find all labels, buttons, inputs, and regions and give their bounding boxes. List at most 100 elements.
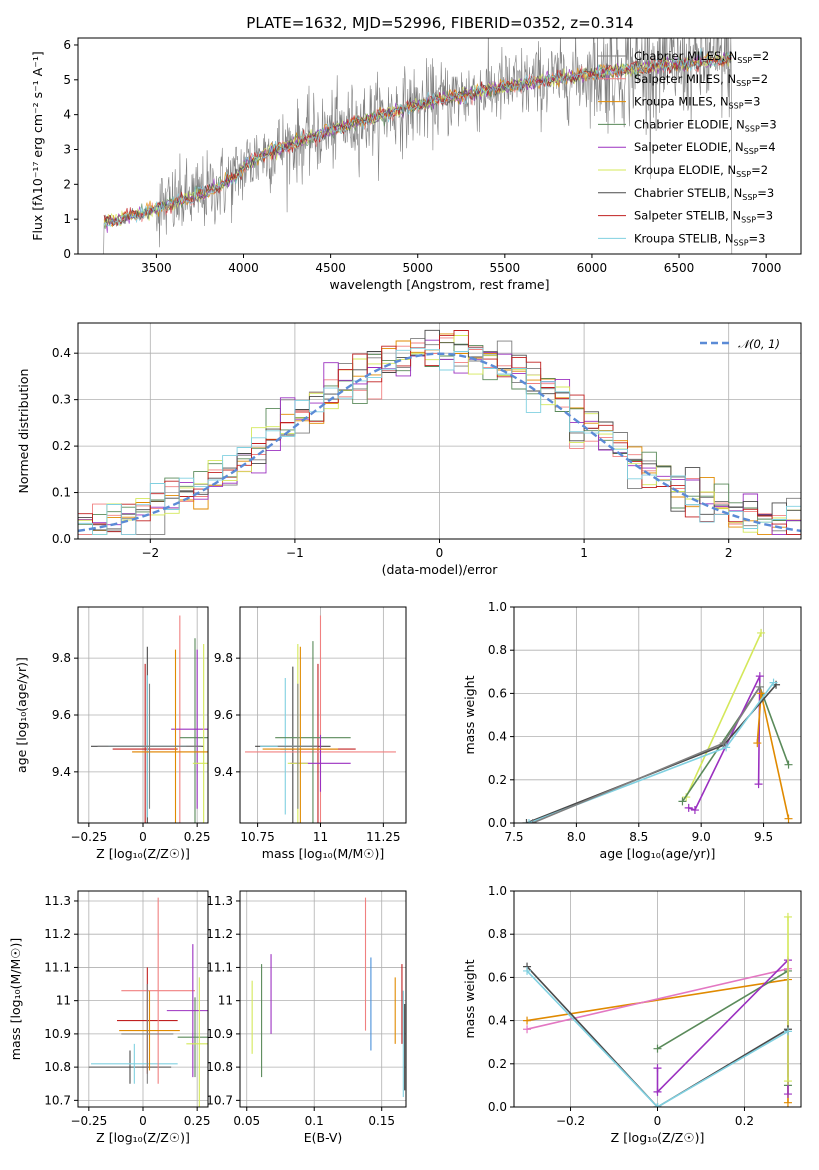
y-tick-label: 11: [218, 994, 233, 1008]
plot-area: [78, 329, 801, 535]
legend-label: Salpeter MILES, NSSP=2: [634, 72, 768, 88]
x-tick-label: 8.0: [567, 830, 586, 844]
y-tick-label: 10.7: [206, 1093, 233, 1107]
x-tick-label: 7000: [751, 261, 782, 275]
weight-marker: [783, 1090, 792, 1099]
weight-marker: [784, 814, 793, 823]
weight-line: [526, 966, 789, 1107]
model-spectrum: [103, 55, 732, 227]
weight-line: [756, 693, 790, 819]
y-axis-label: mass [log₁₀(M/M☉)]: [8, 938, 23, 1060]
x-tick-label: 0.25: [184, 830, 211, 844]
weight-marker: [690, 806, 699, 815]
plot-area: [78, 38, 801, 254]
y-tick-label: 4: [63, 108, 71, 122]
x-tick-label: −0.25: [70, 830, 107, 844]
y-tick-label: 1.0: [488, 600, 507, 614]
y-tick-label: 11.2: [206, 927, 233, 941]
x-tick-label: 9.5: [754, 830, 773, 844]
axes-frame: [239, 890, 407, 1108]
plot-area: [523, 912, 792, 1107]
mass-z-panel: −0.25 0 0.25 10.7 10.8 10.9 11 11.1 11.2 11.3 Z [l…: [8, 890, 211, 1145]
axes-frame: [513, 606, 802, 824]
x-tick-label: 7.5: [504, 830, 523, 844]
weight-marker: [678, 797, 687, 806]
legend-label: Kroupa MILES, NSSP=3: [634, 95, 760, 111]
y-tick-label: 10.9: [206, 1027, 233, 1041]
age-z-panel: −0.25 0 0.25 9.4 9.6 9.8 Z [log₁₀(Z/Z☉)] age [l…: [14, 606, 211, 861]
x-axis-label: E(B-V): [304, 1130, 343, 1145]
x-tick-label: 3500: [141, 261, 172, 275]
massweight-z-panel: −0.2 0 0.2 0.0 0.2 0.4 0.6 0.8 1.0 Z [log₁₀(Z/Z☉)…: [462, 884, 802, 1145]
x-tick-label: 0.1: [305, 1114, 324, 1128]
weight-line: [656, 958, 789, 1094]
weight-marker: [783, 1077, 792, 1086]
x-tick-label: 0.2: [735, 1114, 754, 1128]
x-tick-label: −1: [286, 546, 304, 560]
weight-marker: [653, 1044, 662, 1053]
y-tick-label: 5: [63, 73, 71, 87]
x-tick-label: 11: [313, 830, 328, 844]
legend-suffix: =2: [752, 49, 769, 63]
weight-line: [526, 684, 777, 823]
legend-subscript: SSP: [745, 124, 760, 133]
x-tick-label: 6000: [577, 261, 608, 275]
y-tick-label: 11.1: [44, 960, 71, 974]
histogram-step: [78, 347, 801, 535]
weight-marker: [653, 1103, 662, 1107]
massweight-age-panel: 7.5 8.0 8.5 9.0 9.5 0.0 0.2 0.4 0.6 0.8 1.0 age [lo…: [462, 600, 802, 861]
y-tick-label: 3: [63, 142, 71, 156]
y-tick-label: 0.1: [52, 486, 71, 500]
plot-area: [245, 615, 396, 823]
model-spectrum: [103, 47, 732, 227]
figure-title: PLATE=1632, MJD=52996, FIBERID=0352, z=0…: [246, 14, 633, 32]
y-tick-label: 0.0: [52, 532, 71, 546]
y-tick-label: 2: [63, 177, 71, 191]
weight-marker: [528, 819, 537, 823]
weight-marker: [523, 1016, 532, 1025]
legend-subscript: SSP: [737, 56, 752, 65]
y-tick-label: 11.3: [44, 894, 71, 908]
y-tick-label: 0.4: [488, 730, 507, 744]
y-tick-label: 0.4: [488, 1014, 507, 1028]
legend-subscript: SSP: [734, 238, 749, 247]
axes-frame: [77, 37, 802, 255]
age-mass-panel: 10.75 11 11.25 9.4 9.6 9.8 mass [log₁₀(M/M☉)]: [214, 606, 407, 861]
y-axis-label: mass weight: [462, 675, 477, 754]
spectrum-panel: 3500 4000 4500 5000 5500 6000 6500 7000 0 1 2 3 4 5 6 w…: [30, 37, 802, 292]
y-tick-label: 9.6: [52, 708, 71, 722]
weight-marker: [523, 1025, 532, 1034]
y-axis-label: Flux [fλ10⁻¹⁷ erg cm⁻² s⁻¹ A⁻¹]: [30, 51, 45, 240]
x-tick-label: −2: [141, 546, 159, 560]
x-tick-label: −0.2: [556, 1114, 585, 1128]
y-tick-label: 10.7: [44, 1093, 71, 1107]
y-tick-label: 0.4: [52, 346, 71, 360]
y-tick-label: 9.4: [214, 765, 233, 779]
legend-label: Chabrier ELODIE, NSSP=3: [634, 117, 777, 133]
x-axis-label: Z [log₁₀(Z/Z☉)]: [96, 846, 190, 861]
legend-label: Salpeter STELIB, NSSP=3: [634, 209, 773, 225]
weight-marker: [769, 678, 778, 687]
legend-subscript: SSP: [742, 193, 757, 202]
weight-marker: [757, 689, 766, 698]
y-tick-label: 6: [63, 38, 71, 52]
y-tick-label: 9.8: [214, 651, 233, 665]
y-tick-label: 1: [63, 212, 71, 226]
legend-subscript: SSP: [736, 79, 751, 88]
weight-marker: [754, 780, 763, 789]
x-tick-label: 0.15: [368, 1114, 395, 1128]
legend-label: Kroupa STELIB, NSSP=3: [634, 231, 765, 247]
y-tick-label: 0.8: [488, 643, 507, 657]
weight-marker: [722, 743, 731, 752]
legend-suffix: =4: [759, 140, 776, 154]
y-tick-label: 0.6: [488, 686, 507, 700]
legend-label: Chabrier STELIB, NSSP=3: [634, 186, 774, 202]
legend-label: Salpeter ELODIE, NSSP=4: [634, 140, 776, 156]
x-axis-label: Z [log₁₀(Z/Z☉)]: [611, 1130, 705, 1145]
y-tick-label: 0.0: [488, 1100, 507, 1114]
x-tick-label: 0.05: [233, 1114, 260, 1128]
y-tick-label: 11: [56, 994, 71, 1008]
legend-suffix: =3: [744, 95, 761, 109]
weight-marker: [757, 628, 766, 637]
